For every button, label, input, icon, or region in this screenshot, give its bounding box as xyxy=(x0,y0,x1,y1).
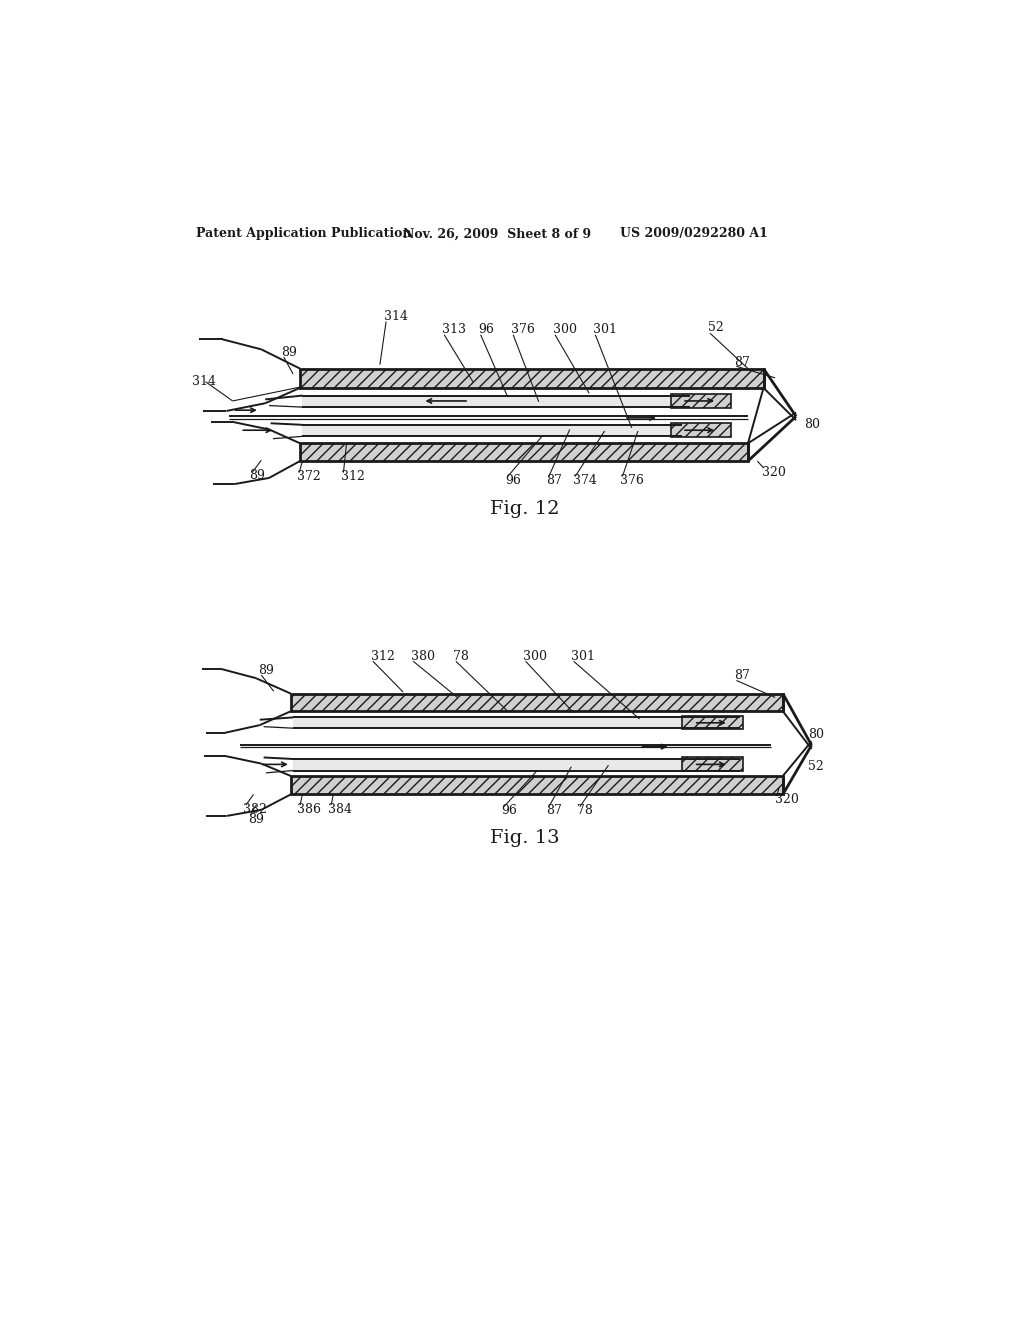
Text: 312: 312 xyxy=(371,649,394,663)
Bar xyxy=(682,715,742,729)
Text: 80: 80 xyxy=(808,727,823,741)
Text: 52: 52 xyxy=(808,760,823,774)
Bar xyxy=(302,396,690,407)
Bar xyxy=(291,693,783,711)
Text: 80: 80 xyxy=(804,417,820,430)
Text: 89: 89 xyxy=(249,469,265,482)
Text: Patent Application Publication: Patent Application Publication xyxy=(197,227,412,240)
Text: 89: 89 xyxy=(282,346,297,359)
Text: 312: 312 xyxy=(341,470,365,483)
Text: 89: 89 xyxy=(258,664,274,677)
Text: 313: 313 xyxy=(442,323,466,335)
Text: 96: 96 xyxy=(502,804,517,817)
Text: 320: 320 xyxy=(775,793,799,807)
Text: 376: 376 xyxy=(621,474,644,487)
Text: 314: 314 xyxy=(384,310,408,323)
Text: 96: 96 xyxy=(478,323,495,335)
Bar xyxy=(293,718,740,729)
Text: 87: 87 xyxy=(734,356,750,370)
Text: 78: 78 xyxy=(454,649,469,663)
Text: 301: 301 xyxy=(593,323,617,335)
Text: 372: 372 xyxy=(297,470,321,483)
Text: Fig. 12: Fig. 12 xyxy=(490,500,559,517)
Text: Fig. 13: Fig. 13 xyxy=(490,829,559,846)
Text: Nov. 26, 2009  Sheet 8 of 9: Nov. 26, 2009 Sheet 8 of 9 xyxy=(403,227,591,240)
Text: 380: 380 xyxy=(411,649,435,663)
Text: 87: 87 xyxy=(734,669,750,682)
Text: 300: 300 xyxy=(553,323,577,335)
Text: 386: 386 xyxy=(297,803,321,816)
Text: US 2009/0292280 A1: US 2009/0292280 A1 xyxy=(621,227,768,240)
Text: 384: 384 xyxy=(328,803,352,816)
Text: 376: 376 xyxy=(511,323,535,335)
Text: 301: 301 xyxy=(571,649,595,663)
Text: 382: 382 xyxy=(243,803,266,816)
Bar xyxy=(291,776,783,795)
Text: 300: 300 xyxy=(523,649,547,663)
Text: 89: 89 xyxy=(248,813,264,825)
Bar xyxy=(671,395,731,408)
Text: 314: 314 xyxy=(191,375,215,388)
Bar xyxy=(671,424,731,437)
Text: 96: 96 xyxy=(506,474,521,487)
Text: 87: 87 xyxy=(547,804,562,817)
Text: 87: 87 xyxy=(547,474,562,487)
Bar xyxy=(300,368,764,388)
Bar xyxy=(293,759,740,771)
Bar xyxy=(300,444,748,461)
Bar xyxy=(682,758,742,771)
Bar xyxy=(302,425,682,437)
Text: 78: 78 xyxy=(578,804,593,817)
Text: 52: 52 xyxy=(708,321,723,334)
Text: 374: 374 xyxy=(572,474,597,487)
Text: 320: 320 xyxy=(762,466,785,479)
